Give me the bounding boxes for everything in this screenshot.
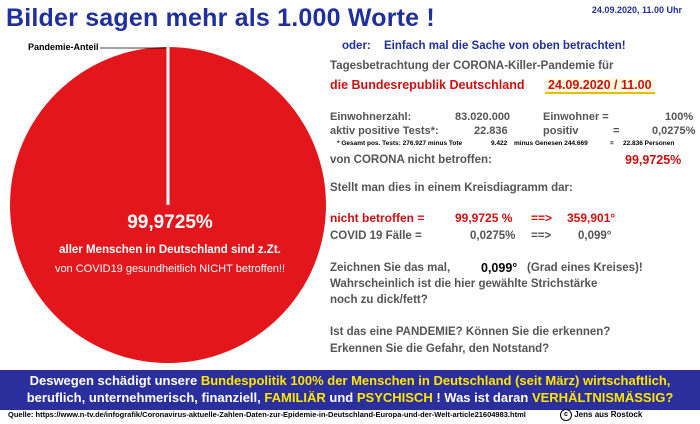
zeichnen-c: (Grad eines Kreises)!: [527, 262, 643, 274]
banner-l2b: FAMILIÄR: [264, 390, 326, 405]
brd-label: die Bundesrepublik Deutschland: [330, 78, 525, 92]
tests-label: aktiv positive Tests*:: [330, 125, 439, 137]
covid-arrow: ==>: [531, 230, 552, 242]
question-line2: Erkennen Sie die Gefahr, den Notstand?: [330, 343, 550, 355]
zeichnen-a: Zeichnen Sie das mal,: [330, 262, 451, 274]
footnote-c: minus Genesen 244.669: [514, 140, 588, 147]
kreis-text: Stellt man dies in einem Kreisdiagramm d…: [330, 182, 573, 194]
pie-slice-label: Pandemie-Anteil: [28, 42, 99, 52]
einwohner-pct: 100%: [665, 111, 694, 123]
banner-line1: Deswegen schädigt unsere Bundespolitik 1…: [8, 372, 692, 389]
credit: c Jens aus Rostock: [560, 409, 642, 421]
zeichnen-line3: noch zu dick/fett?: [330, 294, 428, 306]
positiv-pct: 0,0275%: [652, 125, 696, 137]
banner-l2c: und: [329, 390, 354, 405]
banner-l2a: beruflich, unternehmerisch, finanziell,: [26, 390, 261, 405]
banner-l1a: Deswegen schädigt unsere: [29, 373, 198, 388]
tages-line: Tagesbetrachtung der CORONA-Killer-Pande…: [330, 60, 614, 72]
bottom-banner: Deswegen schädigt unsere Bundespolitik 1…: [0, 370, 700, 410]
nicht-deg: 359,901°: [567, 211, 616, 225]
footnote-b: 9.422: [491, 140, 508, 147]
page-title: Bilder sagen mehr als 1.000 Worte !: [6, 4, 435, 32]
credit-name: Jens aus Rostock: [574, 410, 643, 420]
zeichnen-b: 0,099°: [481, 261, 518, 275]
positiv-label: positiv: [543, 125, 579, 137]
einwohner-value: 83.020.000: [455, 111, 511, 123]
banner-l2d: PSYCHISCH: [356, 390, 433, 405]
footnote-d: =: [610, 140, 614, 147]
zeichnen-line2: Wahrscheinlich ist die hier gewählte Str…: [330, 278, 598, 290]
nicht-label: nicht betroffen =: [330, 211, 425, 225]
footnote-e: 22.836 Personen: [623, 140, 675, 147]
date-box: 24.09.2020 / 11.00: [545, 78, 655, 94]
pie-text-line2: von COVID19 gesundheitlich NICHT betroff…: [54, 263, 286, 275]
nicht-pct: 99,9725 %: [455, 211, 513, 225]
banner-l2e: ! Was ist daran: [436, 390, 529, 405]
source-link[interactable]: Quelle: https://www.n-tv.de/infografik/C…: [8, 410, 526, 419]
oder-label: oder:: [342, 40, 371, 52]
covid-pct: 0,0275%: [470, 230, 516, 242]
date-stamp: 24.09.2020, 11.00 Uhr: [591, 5, 682, 15]
banner-line2: beruflich, unternehmerisch, finanziell, …: [8, 389, 692, 406]
question-line1: Ist das eine PANDEMIE? Können Sie die er…: [330, 326, 611, 338]
einwohner-label2: Einwohner =: [543, 111, 609, 123]
banner-l2f: VERHÄLTNISMÄSSIG?: [531, 390, 674, 405]
positiv-eq: =: [613, 125, 620, 137]
banner-l1b: Bundespolitik 100% der Menschen in Deuts…: [200, 373, 671, 388]
pie-text-line1: aller Menschen in Deutschland sind z.Zt.: [59, 244, 281, 256]
oder-text: Einfach mal die Sache von oben betrachte…: [384, 40, 626, 52]
nicht-arrow: ==>: [531, 211, 553, 225]
nicht-betroffen-value: 99,9725%: [625, 153, 682, 167]
covid-label: COVID 19 Fälle =: [330, 230, 422, 242]
footnote-a: * Gesamt pos. Tests: 276.927 minus Tote: [337, 140, 463, 147]
pie-chart: [10, 47, 326, 363]
nicht-betroffen-label: von CORONA nicht betroffen:: [330, 154, 492, 166]
covid-deg: 0,099°: [578, 230, 612, 242]
einwohner-label: Einwohnerzahl:: [330, 111, 412, 123]
pie-big-value: 99,9725%: [127, 212, 213, 233]
copyright-icon: c: [560, 409, 572, 421]
tests-value: 22.836: [474, 125, 508, 137]
